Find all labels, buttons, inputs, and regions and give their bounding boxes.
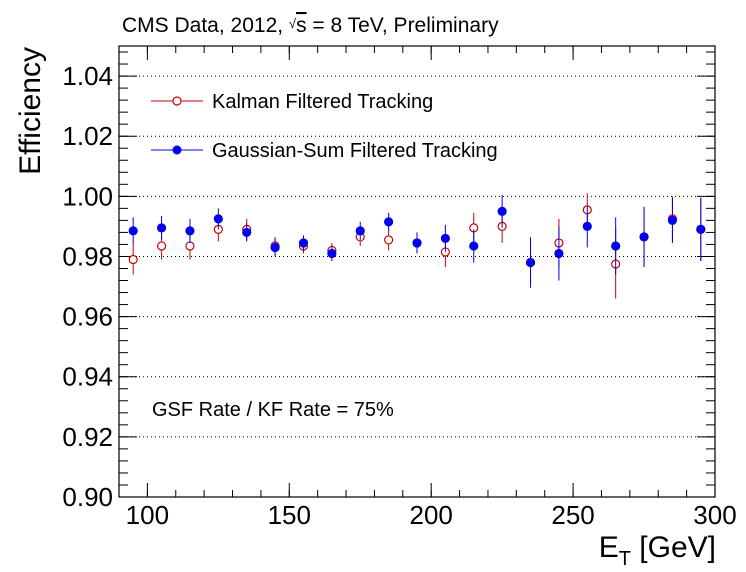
legend-gsf-marker: [172, 145, 182, 155]
data-point: [639, 232, 649, 242]
y-tick-label: 1.02: [62, 121, 113, 151]
plot-frame: [118, 45, 716, 498]
data-point: [667, 215, 678, 225]
axis-tick-labels: 0.90 0.92 0.94 0.96 0.98 1.00 1.02 1.04 100 150 20…: [62, 61, 736, 530]
y-axis-label: Efficiency: [14, 47, 47, 175]
x-tick-label: 300: [693, 500, 736, 530]
data-point: [185, 226, 195, 236]
data-point: [384, 217, 394, 227]
data-point: [156, 241, 167, 251]
data-point: [554, 248, 564, 259]
legend: Kalman Filtered Tracking Gaussian-Sum Fi…: [151, 91, 498, 162]
rate-annotation: GSF Rate / KF Rate = 75%: [152, 399, 394, 421]
data-point: [213, 214, 223, 224]
data-point: [384, 235, 394, 245]
legend-kf-label: Kalman Filtered Tracking: [212, 91, 433, 113]
data-point: [242, 227, 252, 238]
y-tick-label: 1.04: [62, 61, 113, 91]
gridlines: [119, 75, 715, 438]
data-point: [270, 242, 280, 253]
y-tick-label: 0.92: [62, 422, 113, 452]
data-point: [156, 223, 167, 233]
y-tick-label: 0.94: [62, 362, 113, 392]
data-point: [440, 233, 450, 244]
data-point: [611, 241, 621, 251]
x-tick-label: 250: [551, 500, 594, 530]
y-tick-label: 0.98: [62, 241, 113, 271]
data-point: [525, 257, 536, 268]
y-tick-label: 0.96: [62, 302, 113, 332]
data-point: [128, 254, 138, 265]
x-axis-label: ET [GeV]: [599, 531, 716, 570]
data-point: [355, 226, 365, 236]
axis-ticks: [118, 46, 716, 498]
data-point: [469, 241, 479, 251]
data-point: [298, 238, 309, 248]
data-point: [582, 221, 592, 231]
data-point: [497, 206, 507, 216]
series-gsf: [128, 194, 706, 287]
y-tick-label: 1.00: [62, 181, 113, 211]
data-series: [128, 193, 706, 299]
x-tick-label: 100: [126, 500, 169, 530]
data-point: [128, 226, 138, 236]
data-point: [412, 238, 422, 248]
chart-title: CMS Data, 2012, √s = 8 TeV, Preliminary: [122, 14, 499, 37]
legend-gsf-label: Gaussian-Sum Filtered Tracking: [212, 140, 498, 162]
data-point: [696, 224, 706, 235]
data-point: [185, 241, 195, 251]
legend-kf-marker: [172, 96, 182, 106]
data-point: [327, 248, 337, 259]
x-tick-label: 200: [409, 500, 452, 530]
x-tick-label: 150: [268, 500, 311, 530]
y-tick-label: 0.90: [62, 482, 113, 512]
